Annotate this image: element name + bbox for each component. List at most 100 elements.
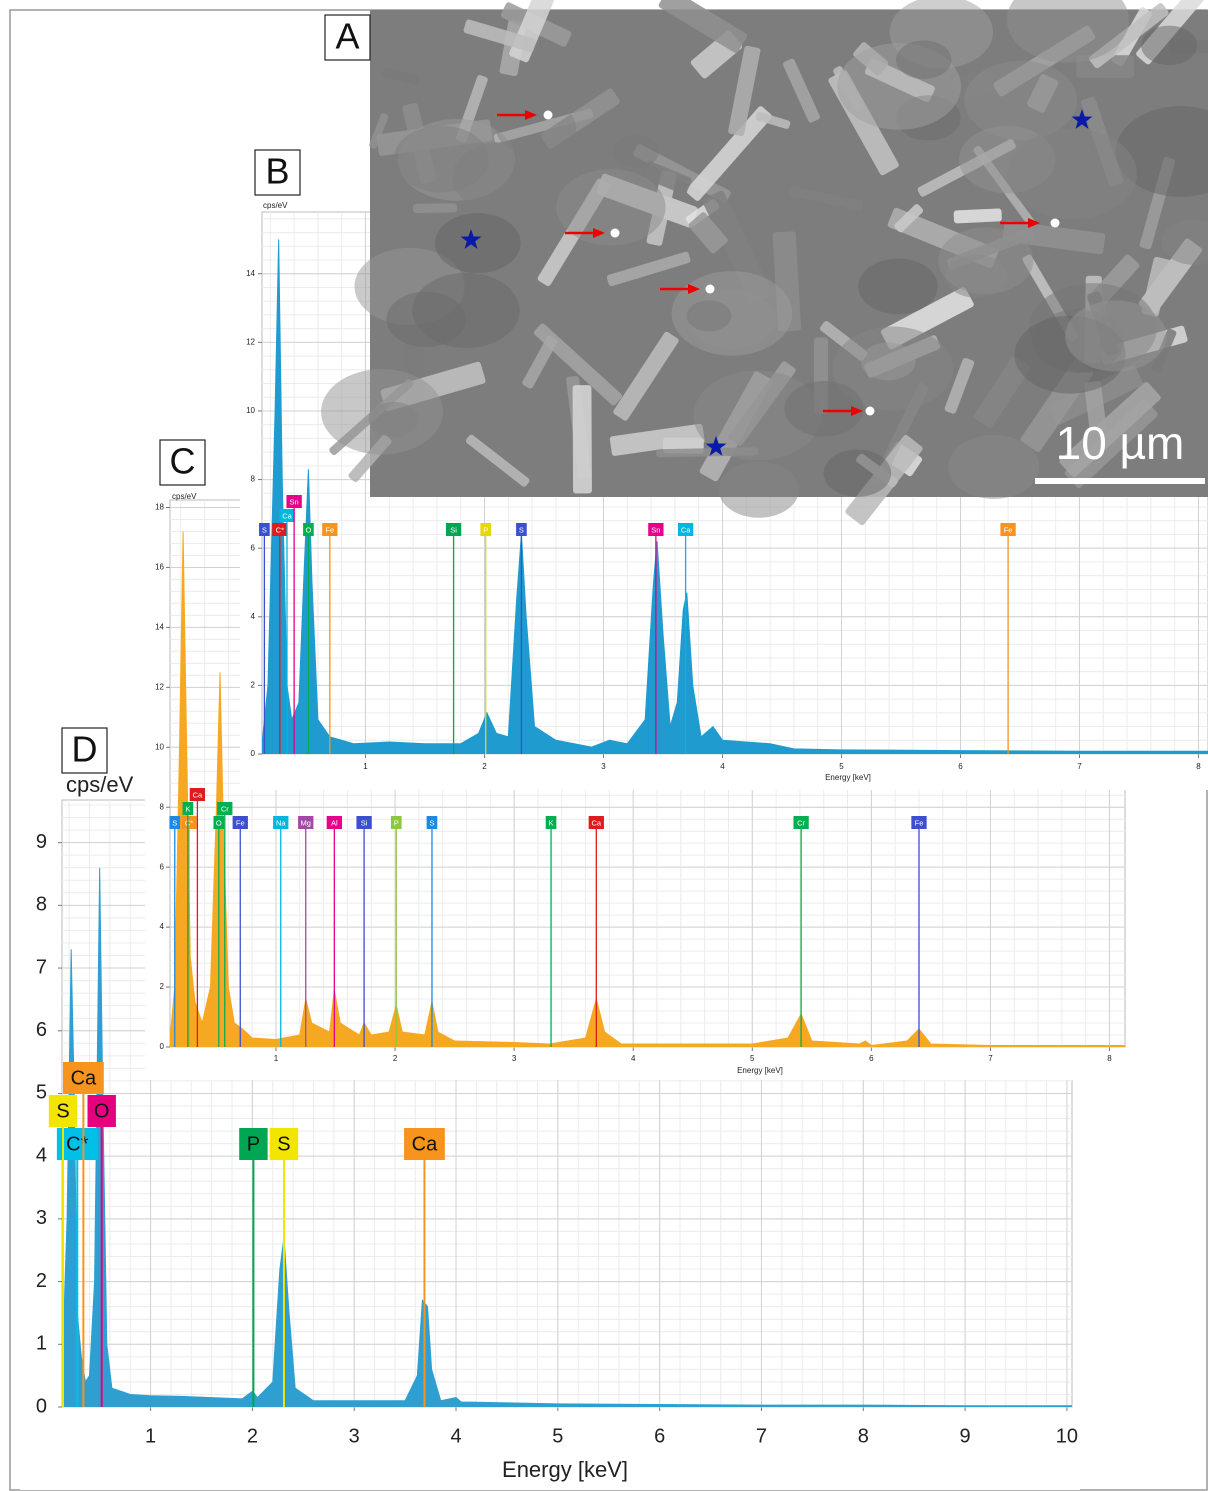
x-tick-label: 2 [393, 1054, 398, 1063]
micrograph-panel: 10 µm A [321, 0, 1208, 526]
crystal [728, 45, 761, 136]
arrow-head [593, 228, 605, 238]
star [460, 229, 482, 249]
scale-bar-label: 10 µm [1056, 417, 1185, 469]
grain [321, 369, 444, 455]
element-label: Ca [71, 1067, 97, 1089]
crystal [944, 357, 975, 414]
crystal [1059, 381, 1161, 478]
element-label-box [181, 816, 197, 829]
panel-label: A [335, 16, 359, 57]
crystal [894, 204, 924, 233]
x-tick-label: 5 [552, 1425, 563, 1447]
x-tick-label: 1 [274, 1054, 279, 1063]
element-label: P [394, 818, 399, 827]
y-tick-label: 2 [160, 982, 165, 991]
grain [1115, 106, 1208, 197]
spectrum-area [170, 531, 1125, 1047]
element-label: Ca [412, 1133, 438, 1155]
element-label: Si [450, 525, 457, 534]
y-tick-label: 2 [251, 681, 256, 690]
crystal [658, 0, 748, 53]
x-tick-label: 7 [988, 1054, 993, 1063]
element-label: Sn [290, 497, 299, 506]
element-label-box [677, 523, 694, 536]
y-tick-label: 2 [36, 1270, 47, 1292]
y-tick-label: 0 [160, 1042, 165, 1051]
element-label-box [516, 523, 527, 536]
element-label-box [87, 1095, 116, 1127]
crystal [642, 161, 692, 195]
crystal [1141, 256, 1171, 317]
element-label-box [911, 816, 927, 829]
crystal [613, 331, 679, 421]
element-label-box [445, 523, 462, 536]
y-tick-label: 6 [251, 543, 256, 552]
grain [434, 213, 521, 274]
element-label-box [213, 816, 225, 829]
element-label-box [269, 1128, 299, 1160]
x-tick-label: 8 [858, 1425, 869, 1447]
element-label: Ca [193, 790, 203, 799]
y-tick-label: 1 [36, 1333, 47, 1355]
element-label-box [326, 816, 342, 829]
element-label-box [279, 509, 295, 522]
y-tick-label: 8 [160, 802, 165, 811]
element-label: Al [331, 818, 338, 827]
element-label: Ca [591, 818, 601, 827]
element-label: Si [361, 818, 368, 827]
element-label: S [277, 1133, 290, 1155]
grain [1065, 300, 1167, 372]
element-label-box [239, 1128, 268, 1160]
spectrum-area [262, 239, 1208, 754]
element-label: P [247, 1133, 260, 1155]
element-label-box [272, 523, 288, 536]
grain [938, 227, 1034, 295]
y-tick-label: 10 [155, 742, 164, 751]
element-label: Fe [1004, 525, 1013, 534]
y-tick-label: 4 [251, 612, 256, 621]
x-tick-label: 5 [839, 762, 844, 771]
element-label-box [303, 523, 314, 536]
particle [865, 406, 875, 416]
y-tick-label: 8 [36, 894, 47, 916]
y-tick-label: 4 [160, 922, 165, 931]
grain [671, 271, 793, 356]
crystal [606, 251, 691, 287]
element-label: P [483, 525, 488, 534]
crystal [440, 442, 485, 473]
x-tick-label: 6 [654, 1425, 665, 1447]
grain [964, 60, 1078, 140]
element-label: O [216, 818, 222, 827]
element-label: K [549, 818, 554, 827]
x-tick-label: 9 [960, 1425, 971, 1447]
element-label: Mg [301, 818, 311, 827]
arrow-head [688, 284, 700, 294]
element-label-box [62, 1062, 104, 1094]
x-tick-label: 4 [720, 762, 725, 771]
crystal [572, 385, 592, 494]
element-label: Na [276, 818, 286, 827]
crystal [413, 203, 458, 213]
y-tick-label: 16 [155, 563, 164, 572]
grain [1006, 0, 1129, 63]
panel-label-box [159, 439, 206, 486]
element-label: S [56, 1100, 69, 1122]
panel-label-box [61, 727, 108, 774]
spectrum-area [62, 867, 1072, 1407]
arrow-head [525, 110, 537, 120]
arrow-head [1028, 218, 1040, 228]
element-label: C* [185, 818, 193, 827]
x-tick-label: 2 [482, 762, 487, 771]
y-tick-label: 14 [155, 622, 164, 631]
grain [686, 300, 732, 332]
crystal [688, 212, 728, 254]
grain [612, 134, 660, 168]
y-tick-label: 0 [36, 1395, 47, 1417]
grain [452, 141, 556, 214]
crystal [522, 335, 558, 389]
y-tick-label: 6 [160, 862, 165, 871]
element-label: S [519, 525, 524, 534]
element-label-box [426, 816, 438, 829]
